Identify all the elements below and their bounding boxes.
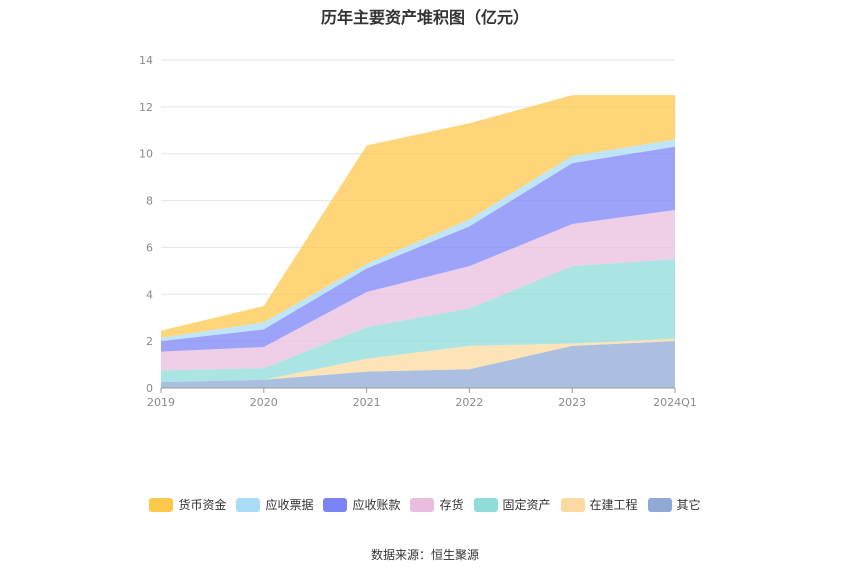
chart-title: 历年主要资产堆积图（亿元） (320, 8, 529, 27)
legend-item[interactable]: 应收票据 (236, 496, 313, 513)
x-tick-label: 2020 (250, 396, 278, 409)
y-tick-label: 12 (139, 101, 153, 114)
y-tick-label: 10 (139, 148, 153, 161)
legend-swatch (323, 497, 348, 512)
area-固定资产 (161, 259, 675, 383)
legend-swatch (473, 497, 498, 512)
legend-item[interactable]: 货币资金 (149, 496, 226, 513)
x-tick-label: 2019 (147, 396, 175, 409)
legend-item[interactable]: 存货 (410, 496, 464, 513)
legend-swatch (647, 497, 672, 512)
legend-label: 其它 (676, 498, 701, 512)
legend-label: 应收票据 (265, 498, 314, 512)
y-tick-label: 8 (146, 195, 153, 208)
x-tick-label: 2022 (455, 396, 483, 409)
legend: 货币资金 应收票据 应收账款 存货 固定资产 在建工程 其它 (0, 496, 850, 513)
area-series (161, 95, 675, 388)
legend-item[interactable]: 其它 (647, 496, 701, 513)
data-source: 数据来源：恒生聚源 (370, 548, 479, 562)
y-tick-label: 2 (146, 335, 153, 348)
legend-label: 在建工程 (589, 498, 638, 512)
legend-swatch (560, 497, 585, 512)
legend-label: 固定资产 (502, 498, 551, 512)
legend-item[interactable]: 在建工程 (560, 496, 638, 513)
legend-swatch (410, 497, 435, 512)
area-其它 (161, 341, 675, 388)
y-tick-label: 4 (146, 288, 153, 301)
legend-item[interactable]: 应收账款 (323, 496, 400, 513)
x-tick-label: 2021 (353, 396, 381, 409)
axes: 0 2 4 6 8 10 12 14 2019 2020 2021 2022 2023 2024Q1 (139, 54, 697, 409)
area-存货 (161, 209, 675, 371)
legend-label: 存货 (439, 498, 464, 512)
stacked-area-chart: 0 2 4 6 8 10 12 14 2019 2020 2021 2022 2023 2024Q1 (139, 54, 697, 409)
y-tick-label: 0 (146, 382, 153, 395)
x-tick-label: 2024Q1 (653, 396, 697, 409)
y-tick-label: 14 (139, 54, 153, 67)
legend-label: 货币资金 (178, 498, 227, 512)
area-在建工程 (161, 338, 675, 383)
legend-swatch (149, 497, 174, 512)
area-应收账款 (161, 146, 675, 352)
y-tick-label: 6 (146, 241, 153, 254)
x-tick-label: 2023 (558, 396, 586, 409)
legend-swatch (236, 497, 261, 512)
legend-item[interactable]: 固定资产 (473, 496, 551, 513)
legend-label: 应收账款 (352, 498, 401, 512)
area-货币资金 (161, 95, 675, 338)
